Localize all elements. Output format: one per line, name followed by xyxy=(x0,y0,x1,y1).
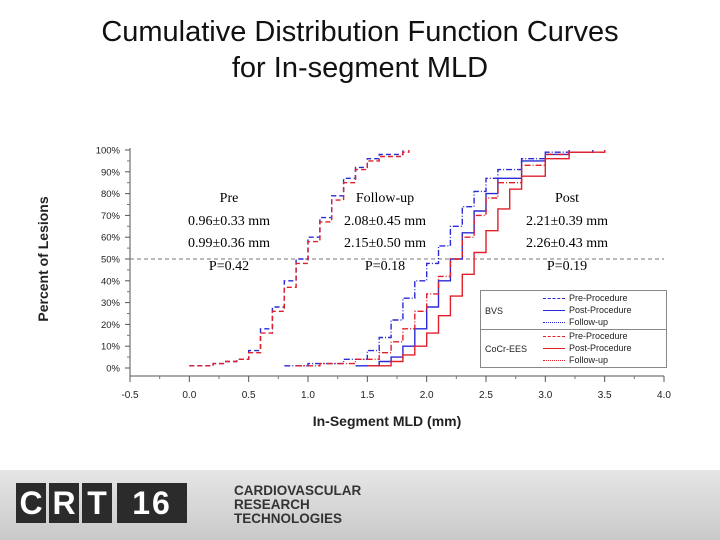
cdf-chart: 0% 10% 20% 30% 40% 50% 60% 70% 80% 90% 100% -0.5 0.0… xyxy=(35,146,671,430)
x-tick-label: -0.5 xyxy=(121,390,139,401)
annotation-follow-up-heading: Follow-up xyxy=(355,191,415,206)
legend-item-bvs-post: Post-Procedure xyxy=(481,304,666,316)
y-tick-label: 30% xyxy=(101,298,121,309)
y-tick-label: 60% xyxy=(101,233,121,244)
legend-swatch xyxy=(543,336,565,337)
series-line-cocr-ees-follow-up xyxy=(296,150,606,367)
legend-swatch xyxy=(543,310,565,311)
legend-label: Follow-up xyxy=(569,317,609,327)
x-tick-label: 3.0 xyxy=(538,390,552,401)
x-tick-label: 1.0 xyxy=(301,390,315,401)
logo-letter: R xyxy=(49,483,79,523)
x-tick-label: 2.0 xyxy=(420,390,434,401)
annotation-post-ees: 2.26±0.43 mm xyxy=(526,236,608,251)
legend-label: Follow-up xyxy=(569,355,609,365)
legend-label: Post-Procedure xyxy=(569,343,632,353)
logo-number: 16 xyxy=(117,483,187,523)
annotation-pre-heading: Pre xyxy=(219,191,239,206)
legend-swatch xyxy=(543,348,565,349)
annotation-post-pvalue: P=0.19 xyxy=(546,258,588,274)
annotation-pre-pvalue: P=0.42 xyxy=(208,258,250,274)
annotation-pre-ees: 0.99±0.36 mm xyxy=(188,236,270,251)
y-tick-label: 100% xyxy=(96,146,121,157)
slide-title-line-1: Cumulative Distribution Function Curves xyxy=(101,16,619,48)
logo-text-line: CARDIOVASCULAR xyxy=(234,483,362,498)
annotation-follow-up-ees: 2.15±0.50 mm xyxy=(344,236,426,251)
series-line-cocr-ees-post-procedure xyxy=(367,150,606,367)
logo-text-line: TECHNOLOGIES xyxy=(234,511,343,526)
x-tick-label: 4.0 xyxy=(657,390,671,401)
y-tick-label: 10% xyxy=(101,342,121,353)
legend-swatch xyxy=(543,322,565,323)
slide-title: Cumulative Distribution Function Curves … xyxy=(0,14,720,86)
y-tick-label: 80% xyxy=(101,189,121,200)
annotation-post: Post 2.21±0.39 mm 2.26±0.43 mm P=0.19 xyxy=(497,188,637,278)
series-line-cocr-ees-pre-procedure xyxy=(189,150,410,367)
y-tick-label: 50% xyxy=(101,255,121,266)
footer-banner: C R T 16 CARDIOVASCULAR RESEARCH TECHNOLOGI… xyxy=(0,470,720,540)
x-tick-label: 0.5 xyxy=(242,390,256,401)
x-tick-label: 2.5 xyxy=(479,390,493,401)
legend-item-bvs-pre: Pre-Procedure xyxy=(481,292,666,304)
legend-item-ees-post: Post-Procedure xyxy=(481,342,666,354)
legend-group-cocr-ees: CoCr-EES xyxy=(485,344,528,354)
logo-text: CARDIOVASCULAR RESEARCH TECHNOLOGIES xyxy=(234,484,361,526)
annotation-post-heading: Post xyxy=(554,191,580,206)
y-tick-label: 20% xyxy=(101,320,121,331)
annotation-pre-bvs: 0.96±0.33 mm xyxy=(188,213,270,229)
slide-title-line-2: for In-segment MLD xyxy=(231,52,489,84)
legend-swatch xyxy=(543,360,565,361)
annotation-pre: Pre 0.96±0.33 mm 0.99±0.36 mm P=0.42 xyxy=(159,188,299,278)
chart-legend: BVS Pre-Procedure Post-Procedure Follow-… xyxy=(480,290,667,368)
crt-logo: C R T 16 xyxy=(16,483,190,523)
legend-group-bvs: BVS xyxy=(485,306,504,316)
legend-label: Pre-Procedure xyxy=(569,331,628,341)
annotation-follow-up-pvalue: P=0.18 xyxy=(364,258,406,274)
logo-letter: C xyxy=(16,483,46,523)
annotation-follow-up: Follow-up 2.08±0.45 mm 2.15±0.50 mm P=0.… xyxy=(315,188,455,278)
annotation-post-bvs: 2.21±0.39 mm xyxy=(526,213,608,229)
logo-letter: T xyxy=(82,483,112,523)
legend-label: Post-Procedure xyxy=(569,305,632,315)
annotation-follow-up-bvs: 2.08±0.45 mm xyxy=(344,213,426,229)
y-tick-label: 40% xyxy=(101,276,121,287)
logo-text-line: RESEARCH xyxy=(234,497,310,512)
legend-label: Pre-Procedure xyxy=(569,293,628,303)
legend-divider xyxy=(481,329,666,330)
x-tick-label: 3.5 xyxy=(598,390,612,401)
legend-swatch xyxy=(543,298,565,299)
y-axis-label: Percent of Lesions xyxy=(35,196,51,321)
y-tick-label: 70% xyxy=(101,211,121,222)
x-tick-label: 0.0 xyxy=(182,390,196,401)
series-line-bvs-follow-up xyxy=(284,150,570,367)
y-tick-label: 0% xyxy=(106,364,120,375)
x-tick-label: 1.5 xyxy=(360,390,374,401)
legend-item-ees-pre: Pre-Procedure xyxy=(481,330,666,342)
legend-item-ees-follow-up: Follow-up xyxy=(481,354,666,366)
legend-item-bvs-follow-up: Follow-up xyxy=(481,316,666,328)
y-tick-label: 90% xyxy=(101,167,121,178)
x-axis-label: In-Segment MLD (mm) xyxy=(313,413,462,429)
